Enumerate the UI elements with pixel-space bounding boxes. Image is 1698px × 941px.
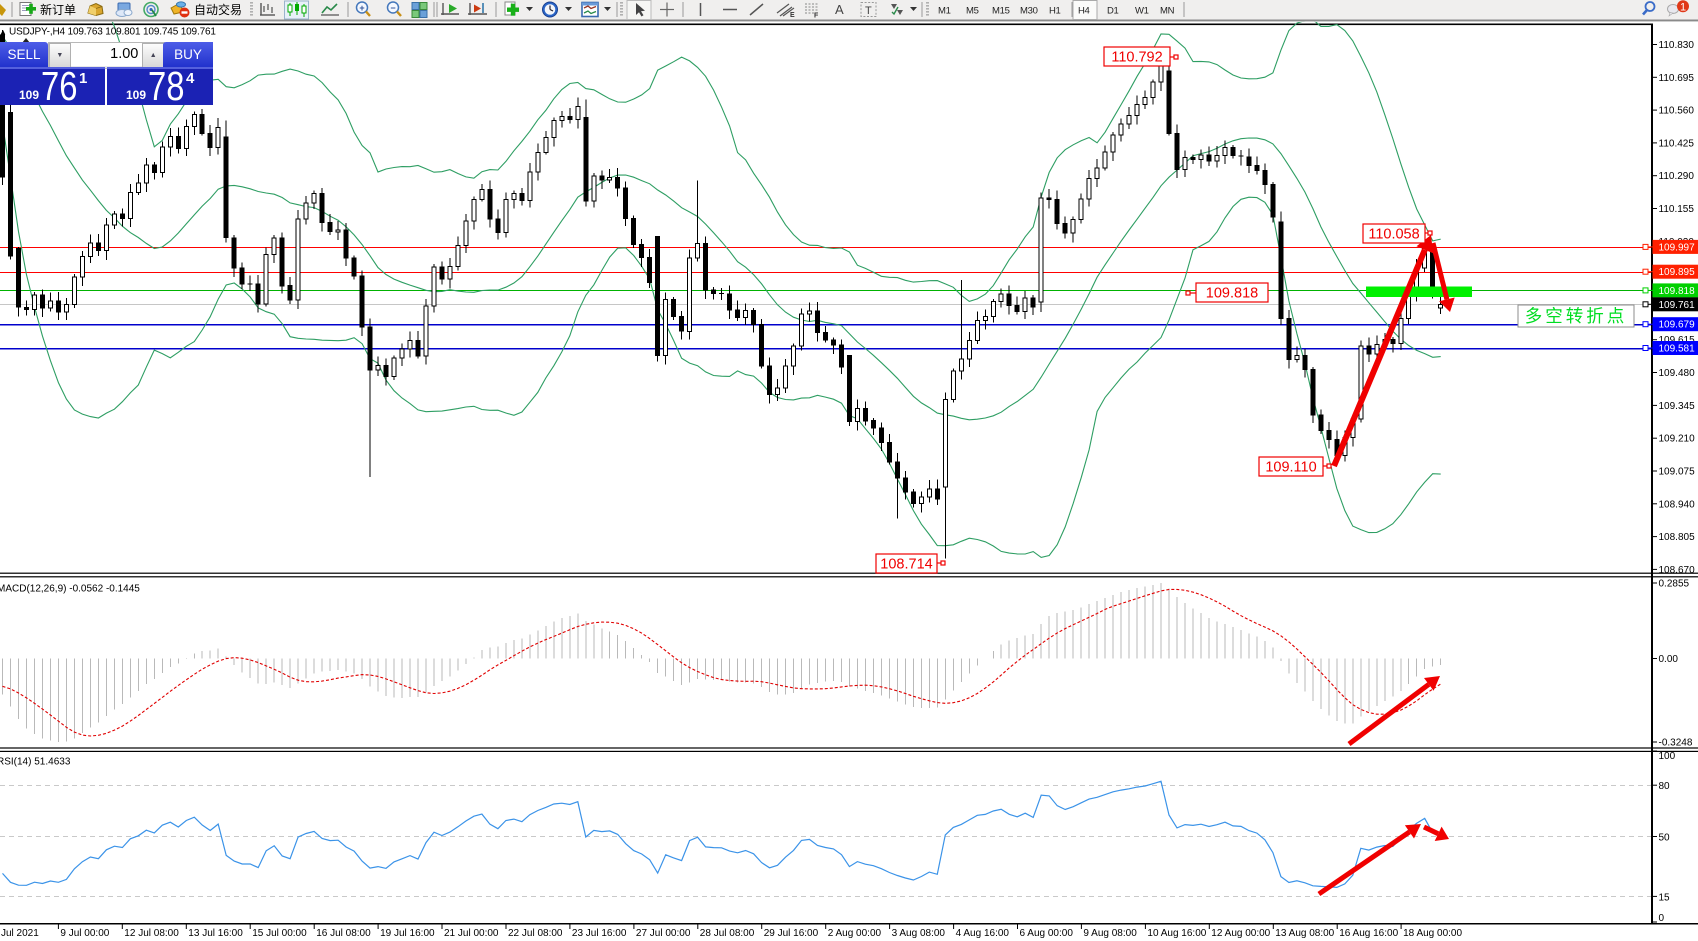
svg-text:29 Jul 16:00: 29 Jul 16:00 [764, 928, 819, 939]
svg-text:9 Jul 00:00: 9 Jul 00:00 [60, 928, 109, 939]
svg-text:H4: H4 [1078, 6, 1090, 17]
svg-text:M15: M15 [992, 6, 1010, 17]
svg-text:3 Aug 08:00: 3 Aug 08:00 [892, 928, 946, 939]
svg-text:109.818: 109.818 [1659, 286, 1696, 297]
svg-text:28 Jul 08:00: 28 Jul 08:00 [700, 928, 755, 939]
svg-text:27 Jul 00:00: 27 Jul 00:00 [636, 928, 691, 939]
svg-text:109.761: 109.761 [1659, 300, 1696, 311]
svg-text:15 Jul 00:00: 15 Jul 00:00 [252, 928, 307, 939]
svg-text:16 Aug 16:00: 16 Aug 16:00 [1339, 928, 1398, 939]
svg-text:F: F [814, 13, 819, 20]
svg-text:18 Aug 00:00: 18 Aug 00:00 [1403, 928, 1462, 939]
svg-text:13 Jul 16:00: 13 Jul 16:00 [188, 928, 243, 939]
svg-text:Jul 2021: Jul 2021 [1, 928, 39, 939]
svg-text:109.110: 109.110 [1265, 460, 1316, 476]
svg-text:15: 15 [1659, 892, 1671, 903]
svg-text:109.075: 109.075 [1659, 467, 1696, 478]
svg-text:12 Aug 00:00: 12 Aug 00:00 [1211, 928, 1270, 939]
svg-text:110.695: 110.695 [1659, 73, 1695, 84]
svg-text:109.895: 109.895 [1659, 267, 1696, 278]
svg-text:W1: W1 [1135, 6, 1149, 17]
svg-text:0.2855: 0.2855 [1659, 579, 1690, 590]
svg-text:13 Aug 08:00: 13 Aug 08:00 [1275, 928, 1334, 939]
svg-text:T: T [865, 5, 872, 17]
svg-text:22 Jul 08:00: 22 Jul 08:00 [508, 928, 563, 939]
svg-text:新订单: 新订单 [40, 2, 76, 17]
svg-text:6 Aug 00:00: 6 Aug 00:00 [1020, 928, 1074, 939]
svg-text:110.560: 110.560 [1659, 106, 1695, 117]
svg-text:H1: H1 [1049, 6, 1061, 17]
svg-text:109.997: 109.997 [1659, 242, 1696, 253]
svg-text:MACD(12,26,9) -0.0562 -0.1445: MACD(12,26,9) -0.0562 -0.1445 [0, 584, 140, 595]
svg-text:23 Jul 16:00: 23 Jul 16:00 [572, 928, 627, 939]
svg-text:110.792: 110.792 [1111, 50, 1162, 66]
svg-text:+: + [359, 3, 364, 13]
svg-text:110.155: 110.155 [1659, 204, 1695, 215]
svg-text:109.818: 109.818 [1206, 286, 1258, 302]
svg-text:A: A [835, 2, 844, 17]
svg-text:0.00: 0.00 [1659, 654, 1679, 665]
svg-text:9 Aug 08:00: 9 Aug 08:00 [1083, 928, 1137, 939]
svg-text:109.581: 109.581 [1659, 344, 1696, 355]
svg-text:109.345: 109.345 [1659, 401, 1696, 412]
svg-text:109.679: 109.679 [1659, 320, 1696, 331]
svg-text:19 Jul 16:00: 19 Jul 16:00 [380, 928, 435, 939]
svg-text:−: − [390, 3, 395, 13]
svg-text:109.480: 109.480 [1659, 368, 1696, 379]
svg-text:2 Aug 00:00: 2 Aug 00:00 [828, 928, 882, 939]
svg-text:100: 100 [1659, 751, 1676, 762]
svg-text:109.210: 109.210 [1659, 434, 1696, 445]
svg-text:4 Aug 16:00: 4 Aug 16:00 [956, 928, 1010, 939]
svg-text:109.615: 109.615 [1659, 335, 1696, 346]
svg-text:自动交易: 自动交易 [194, 2, 242, 17]
svg-text:-0.3248: -0.3248 [1659, 738, 1693, 749]
svg-text:108.714: 108.714 [880, 557, 932, 573]
svg-text:110.290: 110.290 [1659, 171, 1695, 182]
svg-text:M5: M5 [966, 6, 979, 17]
svg-text:M1: M1 [938, 6, 951, 17]
svg-text:21 Jul 00:00: 21 Jul 00:00 [444, 928, 499, 939]
svg-text:M30: M30 [1020, 6, 1038, 17]
svg-text:0: 0 [1659, 913, 1665, 924]
svg-text:多空转折点: 多空转折点 [1525, 306, 1628, 326]
svg-text:80: 80 [1659, 781, 1671, 792]
svg-text:108.670: 108.670 [1659, 565, 1696, 576]
svg-text:110.425: 110.425 [1659, 138, 1695, 149]
svg-text:1: 1 [1680, 1, 1686, 13]
svg-text:D1: D1 [1107, 6, 1119, 17]
svg-text:E: E [790, 12, 795, 19]
svg-text:▲: ▲ [0, 28, 7, 37]
svg-text:USDJPY-,H4 109.763 109.801 10: USDJPY-,H4 109.763 109.801 109.745 109.7… [9, 27, 216, 38]
svg-text:16 Jul 08:00: 16 Jul 08:00 [316, 928, 371, 939]
svg-text:110.830: 110.830 [1659, 40, 1695, 51]
svg-text:110.058: 110.058 [1368, 227, 1419, 243]
svg-text:108.940: 108.940 [1659, 499, 1696, 510]
svg-text:MN: MN [1160, 6, 1175, 17]
svg-text:RSI(14) 51.4633: RSI(14) 51.4633 [0, 757, 71, 768]
svg-text:10 Aug 16:00: 10 Aug 16:00 [1147, 928, 1206, 939]
svg-text:12 Jul 08:00: 12 Jul 08:00 [124, 928, 179, 939]
svg-text:50: 50 [1659, 833, 1671, 844]
svg-text:108.805: 108.805 [1659, 532, 1696, 543]
